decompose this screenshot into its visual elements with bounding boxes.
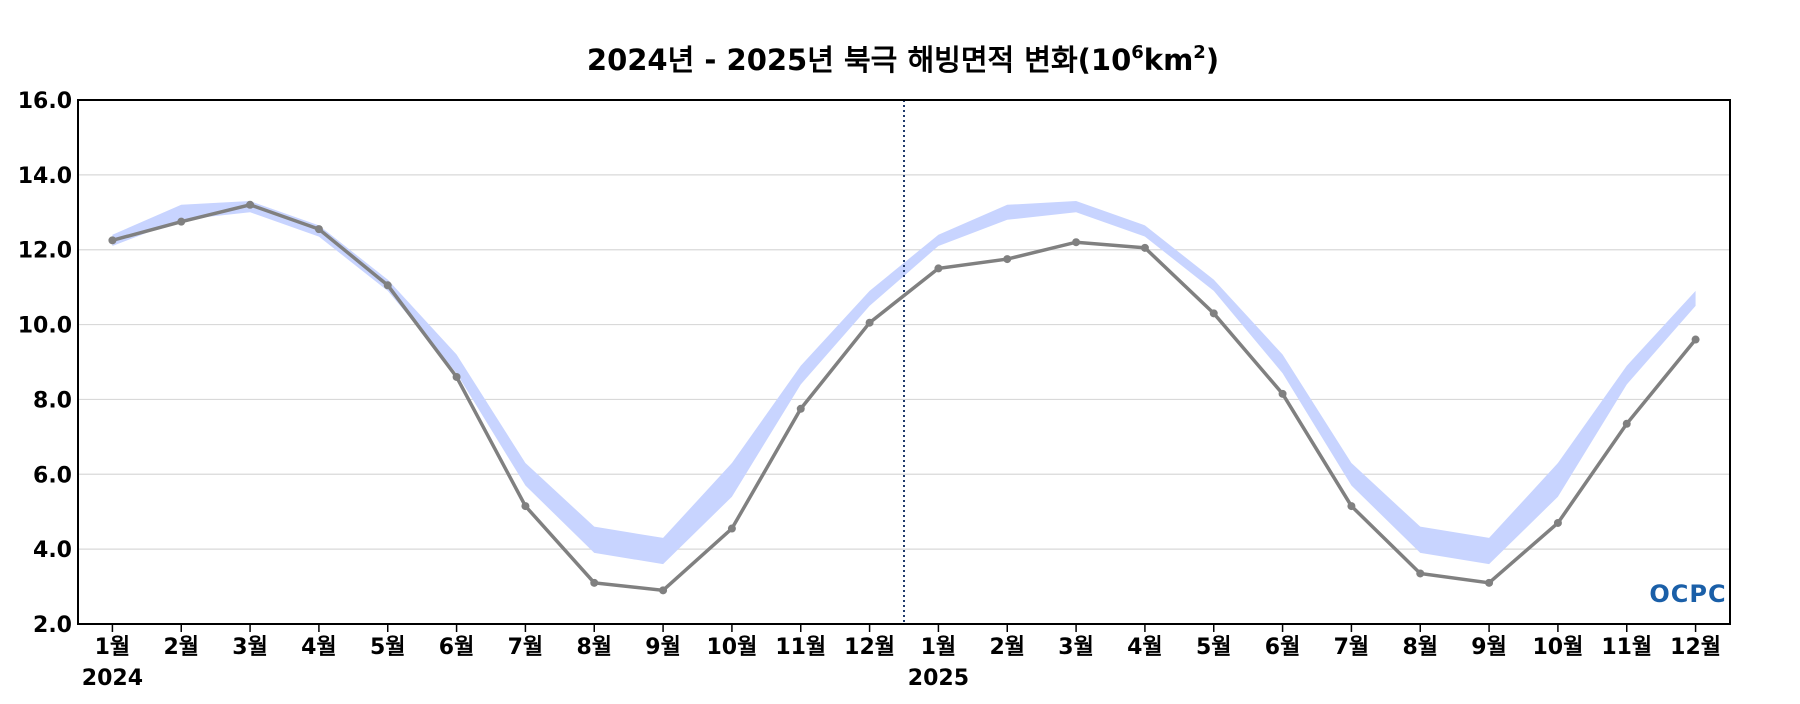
data-point <box>1553 518 1562 527</box>
plot-frame <box>77 99 1731 625</box>
title-end: ) <box>1206 43 1219 77</box>
data-point <box>727 524 736 533</box>
x-tick-label: 11월 <box>1601 635 1652 660</box>
title-km: km <box>1144 43 1194 77</box>
x-tick-label: 12월 <box>844 635 895 660</box>
data-point <box>934 264 943 273</box>
chart-title: 2024년 - 2025년 북극 해빙면적 변화(106km2) <box>587 42 1219 77</box>
y-tick-label: 2.0 <box>33 613 72 638</box>
data-point <box>865 318 874 327</box>
data-point <box>1278 389 1287 398</box>
x-tick-label: 1월 <box>95 635 131 660</box>
x-tick-label: 6월 <box>1265 635 1301 660</box>
data-point <box>177 217 186 226</box>
y-tick-label: 10.0 <box>18 314 72 339</box>
data-point <box>521 502 530 511</box>
data-point <box>1691 335 1700 344</box>
x-tick-label: 2월 <box>989 635 1025 660</box>
x-tick-label: 9월 <box>1471 635 1507 660</box>
y-tick-label: 4.0 <box>33 538 72 563</box>
sea-ice-series <box>108 200 1700 595</box>
x-tick-label: 8월 <box>1402 635 1438 660</box>
data-point <box>1347 502 1356 511</box>
x-tick-label: 5월 <box>1196 635 1232 660</box>
climatology-band <box>112 201 1696 565</box>
data-point <box>1003 255 1012 264</box>
x-tick-label: 6월 <box>439 635 475 660</box>
data-point <box>1140 243 1149 252</box>
title-sup-2: 2 <box>1193 42 1206 63</box>
x-tick-label: 10월 <box>1532 635 1583 660</box>
data-point <box>796 404 805 413</box>
y-tick-label: 12.0 <box>18 239 72 264</box>
x-tick-label: 1월 <box>921 635 957 660</box>
climatology-band-area <box>112 201 1696 565</box>
x-tick-label: 3월 <box>232 635 268 660</box>
x-tick-label: 3월 <box>1058 635 1094 660</box>
x-tick-label: 9월 <box>645 635 681 660</box>
data-point <box>314 225 323 234</box>
y-tick-label: 16.0 <box>18 89 72 114</box>
y-tick-label: 8.0 <box>33 388 72 413</box>
ocpc-logo: OCPC <box>1649 580 1726 608</box>
data-point <box>383 281 392 290</box>
title-text: 2024년 - 2025년 북극 해빙면적 변화(10 <box>587 43 1131 77</box>
y-tick-label: 14.0 <box>18 164 72 189</box>
x-tick-label: 12월 <box>1670 635 1721 660</box>
year-label: 2024 <box>82 666 143 691</box>
y-axis: 2.0 4.0 6.0 8.0 10.0 12.0 14.0 16.0 <box>18 89 72 638</box>
x-tick-label: 11월 <box>775 635 826 660</box>
y-tick-label: 6.0 <box>33 463 72 488</box>
data-point <box>590 578 599 587</box>
ocpc-logo-text: OCPC <box>1649 580 1726 608</box>
data-point <box>108 236 117 245</box>
data-point <box>1416 569 1425 578</box>
data-point <box>659 586 668 595</box>
x-tick-label: 7월 <box>1334 635 1370 660</box>
x-tick-label: 4월 <box>1127 635 1163 660</box>
title-sup-6: 6 <box>1131 42 1144 63</box>
data-point <box>1622 419 1631 428</box>
x-tick-label: 2월 <box>163 635 199 660</box>
data-point <box>246 200 255 209</box>
x-tick-label: 4월 <box>301 635 337 660</box>
x-axis: 1월 2월 3월 4월 5월 6월 7월 8월 9월 10월 11월 12월 1월 2월 3월 4월 5월 6월 7… <box>82 624 1721 691</box>
data-point <box>1072 238 1081 247</box>
data-point <box>452 372 461 381</box>
year-label: 2025 <box>908 666 969 691</box>
x-tick-label: 8월 <box>576 635 612 660</box>
x-tick-label: 10월 <box>706 635 757 660</box>
x-tick-label: 7월 <box>508 635 544 660</box>
data-point <box>1485 578 1494 587</box>
series-line <box>111 202 1697 593</box>
data-point <box>1209 309 1218 318</box>
x-tick-label: 5월 <box>370 635 406 660</box>
